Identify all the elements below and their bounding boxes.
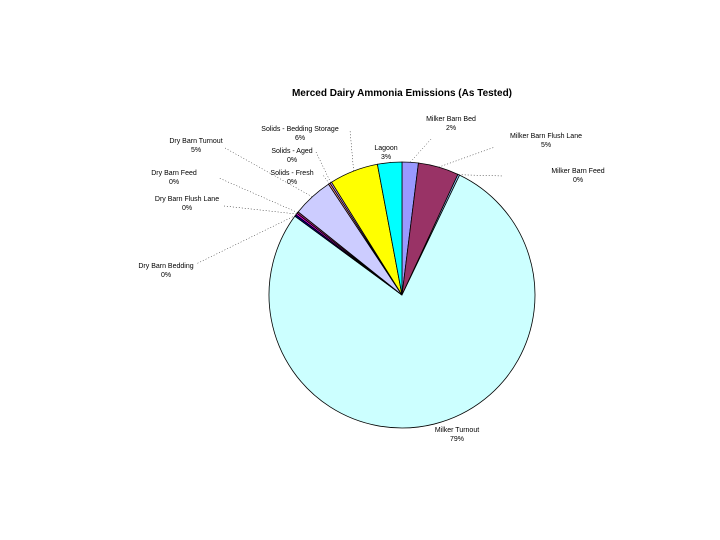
leader-line	[218, 177, 298, 213]
slice-label-percent: 5%	[191, 147, 201, 154]
leader-line	[349, 129, 354, 172]
leader-line	[458, 174, 504, 177]
leader-line	[322, 174, 330, 184]
leader-line	[410, 137, 433, 163]
slice-label-category: Lagoon	[374, 145, 397, 152]
slice-labels: Milker Barn Bed 2% Milker Barn Flush Lane 5…	[138, 116, 604, 443]
slice-label-category: Dry Barn Feed	[151, 170, 197, 177]
slice-label-percent: 0%	[169, 179, 179, 186]
slice-label-category: Milker Barn Bed	[426, 116, 476, 123]
slice-label-category: Milker Turnout	[435, 427, 479, 434]
slice-label-category: Milker Barn Flush Lane	[510, 133, 582, 140]
slice-label-category: Solids - Aged	[271, 148, 312, 155]
pie-slices	[268, 161, 536, 429]
chart-title: Merced Dairy Ammonia Emissions (As Teste…	[292, 88, 512, 99]
slice-label-category: Dry Barn Turnout	[169, 138, 222, 145]
pie-slice-lagoon	[376, 161, 403, 296]
leader-lines	[195, 129, 504, 265]
slice-label-category: Milker Barn Feed	[551, 168, 604, 175]
leader-line	[438, 146, 496, 168]
slice-label-percent: 5%	[541, 142, 551, 149]
slice-label-category: Solids - Fresh	[270, 170, 313, 177]
pie-slice-milker-turnout	[268, 174, 536, 429]
slice-label-percent: 0%	[182, 205, 192, 212]
leader-line	[223, 205, 297, 215]
slice-label-percent: 79%	[450, 436, 464, 443]
slice-label-percent: 0%	[287, 157, 297, 164]
slice-label-category: Dry Barn Bedding	[138, 263, 193, 270]
slice-label-percent: 0%	[161, 272, 171, 279]
leader-line	[195, 215, 296, 265]
leader-line	[389, 160, 393, 163]
slice-label-category: Dry Barn Flush Lane	[155, 196, 219, 203]
slice-label-percent: 3%	[381, 154, 391, 161]
slice-label-percent: 0%	[287, 179, 297, 186]
slice-label-percent: 0%	[573, 177, 583, 184]
leader-line	[315, 151, 332, 183]
slice-label-percent: 2%	[446, 125, 456, 132]
slice-label-percent: 6%	[295, 135, 305, 142]
slice-label-category: Solids - Bedding Storage	[261, 126, 339, 133]
